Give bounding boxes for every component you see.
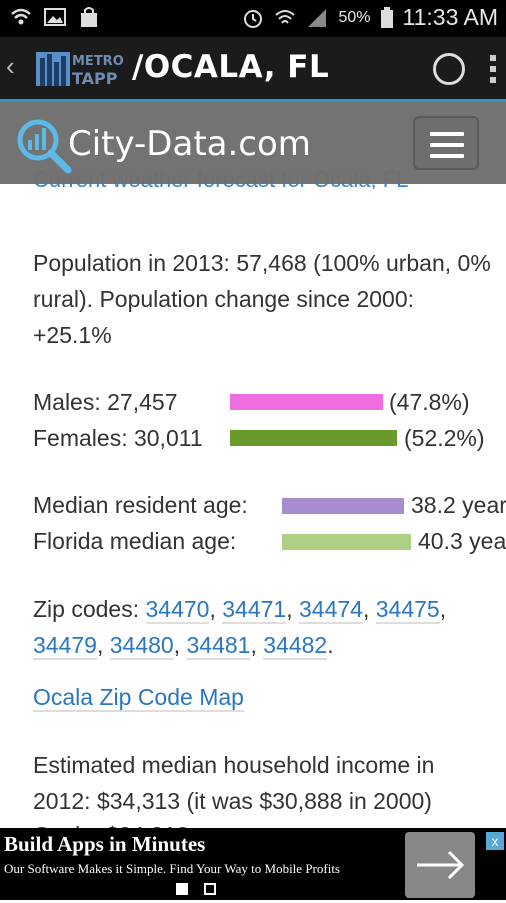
zip-code-link[interactable]: 34471 [222,596,287,624]
accent-divider [0,99,506,102]
population-text: +25.1% [33,322,112,348]
zip-code-map-link[interactable]: Ocala Zip Code Map [33,684,244,712]
site-header: City-Data.com [0,102,506,184]
females-percent: (52.2%) [404,425,485,451]
income-text: Estimated median household income in [33,752,435,778]
hamburger-line-icon [430,154,464,158]
zip-codes-label: Zip codes: [33,596,140,622]
hamburger-line-icon [430,143,464,147]
image-icon [44,8,66,26]
males-bar [230,394,383,410]
ad-close-button[interactable]: x [486,832,504,850]
income-text: 2012: $34,313 (it was $30,888 in 2000) [33,788,432,814]
hamburger-menu-button[interactable] [413,116,479,170]
ad-subline[interactable]: Our Software Makes it Simple. Find Your … [4,861,340,876]
zip-code-link[interactable]: 34481 [186,632,251,660]
page-title: /OCALA, FL [132,49,330,85]
magnifier-chart-icon [17,119,72,174]
refresh-circle-icon[interactable] [433,53,465,85]
svg-text:METRO: METRO [72,54,124,69]
florida-age-value: 40.3 years [418,528,506,554]
ad-headline[interactable]: Build Apps in Minutes [4,832,206,856]
wifi-icon [275,9,296,24]
population-text: rural). Population change since 2000: [33,286,415,312]
app-bar: ‹ METRO TAPP /OCALA, FL [0,37,506,99]
pager-dot-active[interactable] [176,883,188,895]
zip-code-link[interactable]: 34470 [145,596,210,624]
hamburger-line-icon [430,132,464,136]
males-percent: (47.8%) [389,389,470,415]
alarm-icon [244,9,263,28]
zip-map-line: Ocala Zip Code Map [33,684,244,712]
ad-arrow-button[interactable] [405,832,475,898]
arrow-right-icon [417,850,465,880]
females-label: Females: 30,011 [33,425,203,451]
battery-icon [380,6,393,28]
svg-text:TAPP: TAPP [72,69,118,88]
median-age-label: Median resident age: [33,492,248,518]
status-bar: 50% 11:33 AM [0,0,506,37]
zip-code-link[interactable]: 34479 [33,632,97,660]
battery-percent: 50% [338,8,371,26]
population-text: Population in 2013: 57,468 (100% urban, … [33,250,491,276]
zip-code-link[interactable]: 34475 [375,596,440,624]
males-label: Males: 27,457 [33,389,178,415]
shopping-bag-icon [81,7,97,27]
back-button[interactable]: ‹ [6,51,15,81]
zip-code-link[interactable]: 34482 [263,632,328,660]
metrotapp-logo[interactable]: METRO TAPP [36,50,126,88]
zip-code-link[interactable]: 34480 [109,632,174,660]
median-age-value: 38.2 years [411,492,506,518]
zip-codes-line: Zip codes: 34470, 34471, 34474, 34475, [33,596,447,624]
florida-age-label: Florida median age: [33,528,237,554]
pager-dot[interactable] [204,883,216,895]
females-bar [230,430,397,446]
income-text: Ocala: $34,313 [33,822,189,828]
clock: 11:33 AM [402,4,498,30]
zip-code-link[interactable]: 34474 [299,596,363,624]
median-age-bar [282,498,404,514]
signal-icon [308,8,327,27]
wifi-call-icon [11,8,31,25]
zip-codes-line: 34479, 34480, 34481, 34482. [33,632,334,660]
florida-age-bar [282,534,411,550]
overflow-menu-icon[interactable] [489,55,497,83]
site-brand[interactable]: City-Data.com [68,124,311,164]
ad-banner[interactable]: Build Apps in Minutes Our Software Makes… [0,828,506,900]
